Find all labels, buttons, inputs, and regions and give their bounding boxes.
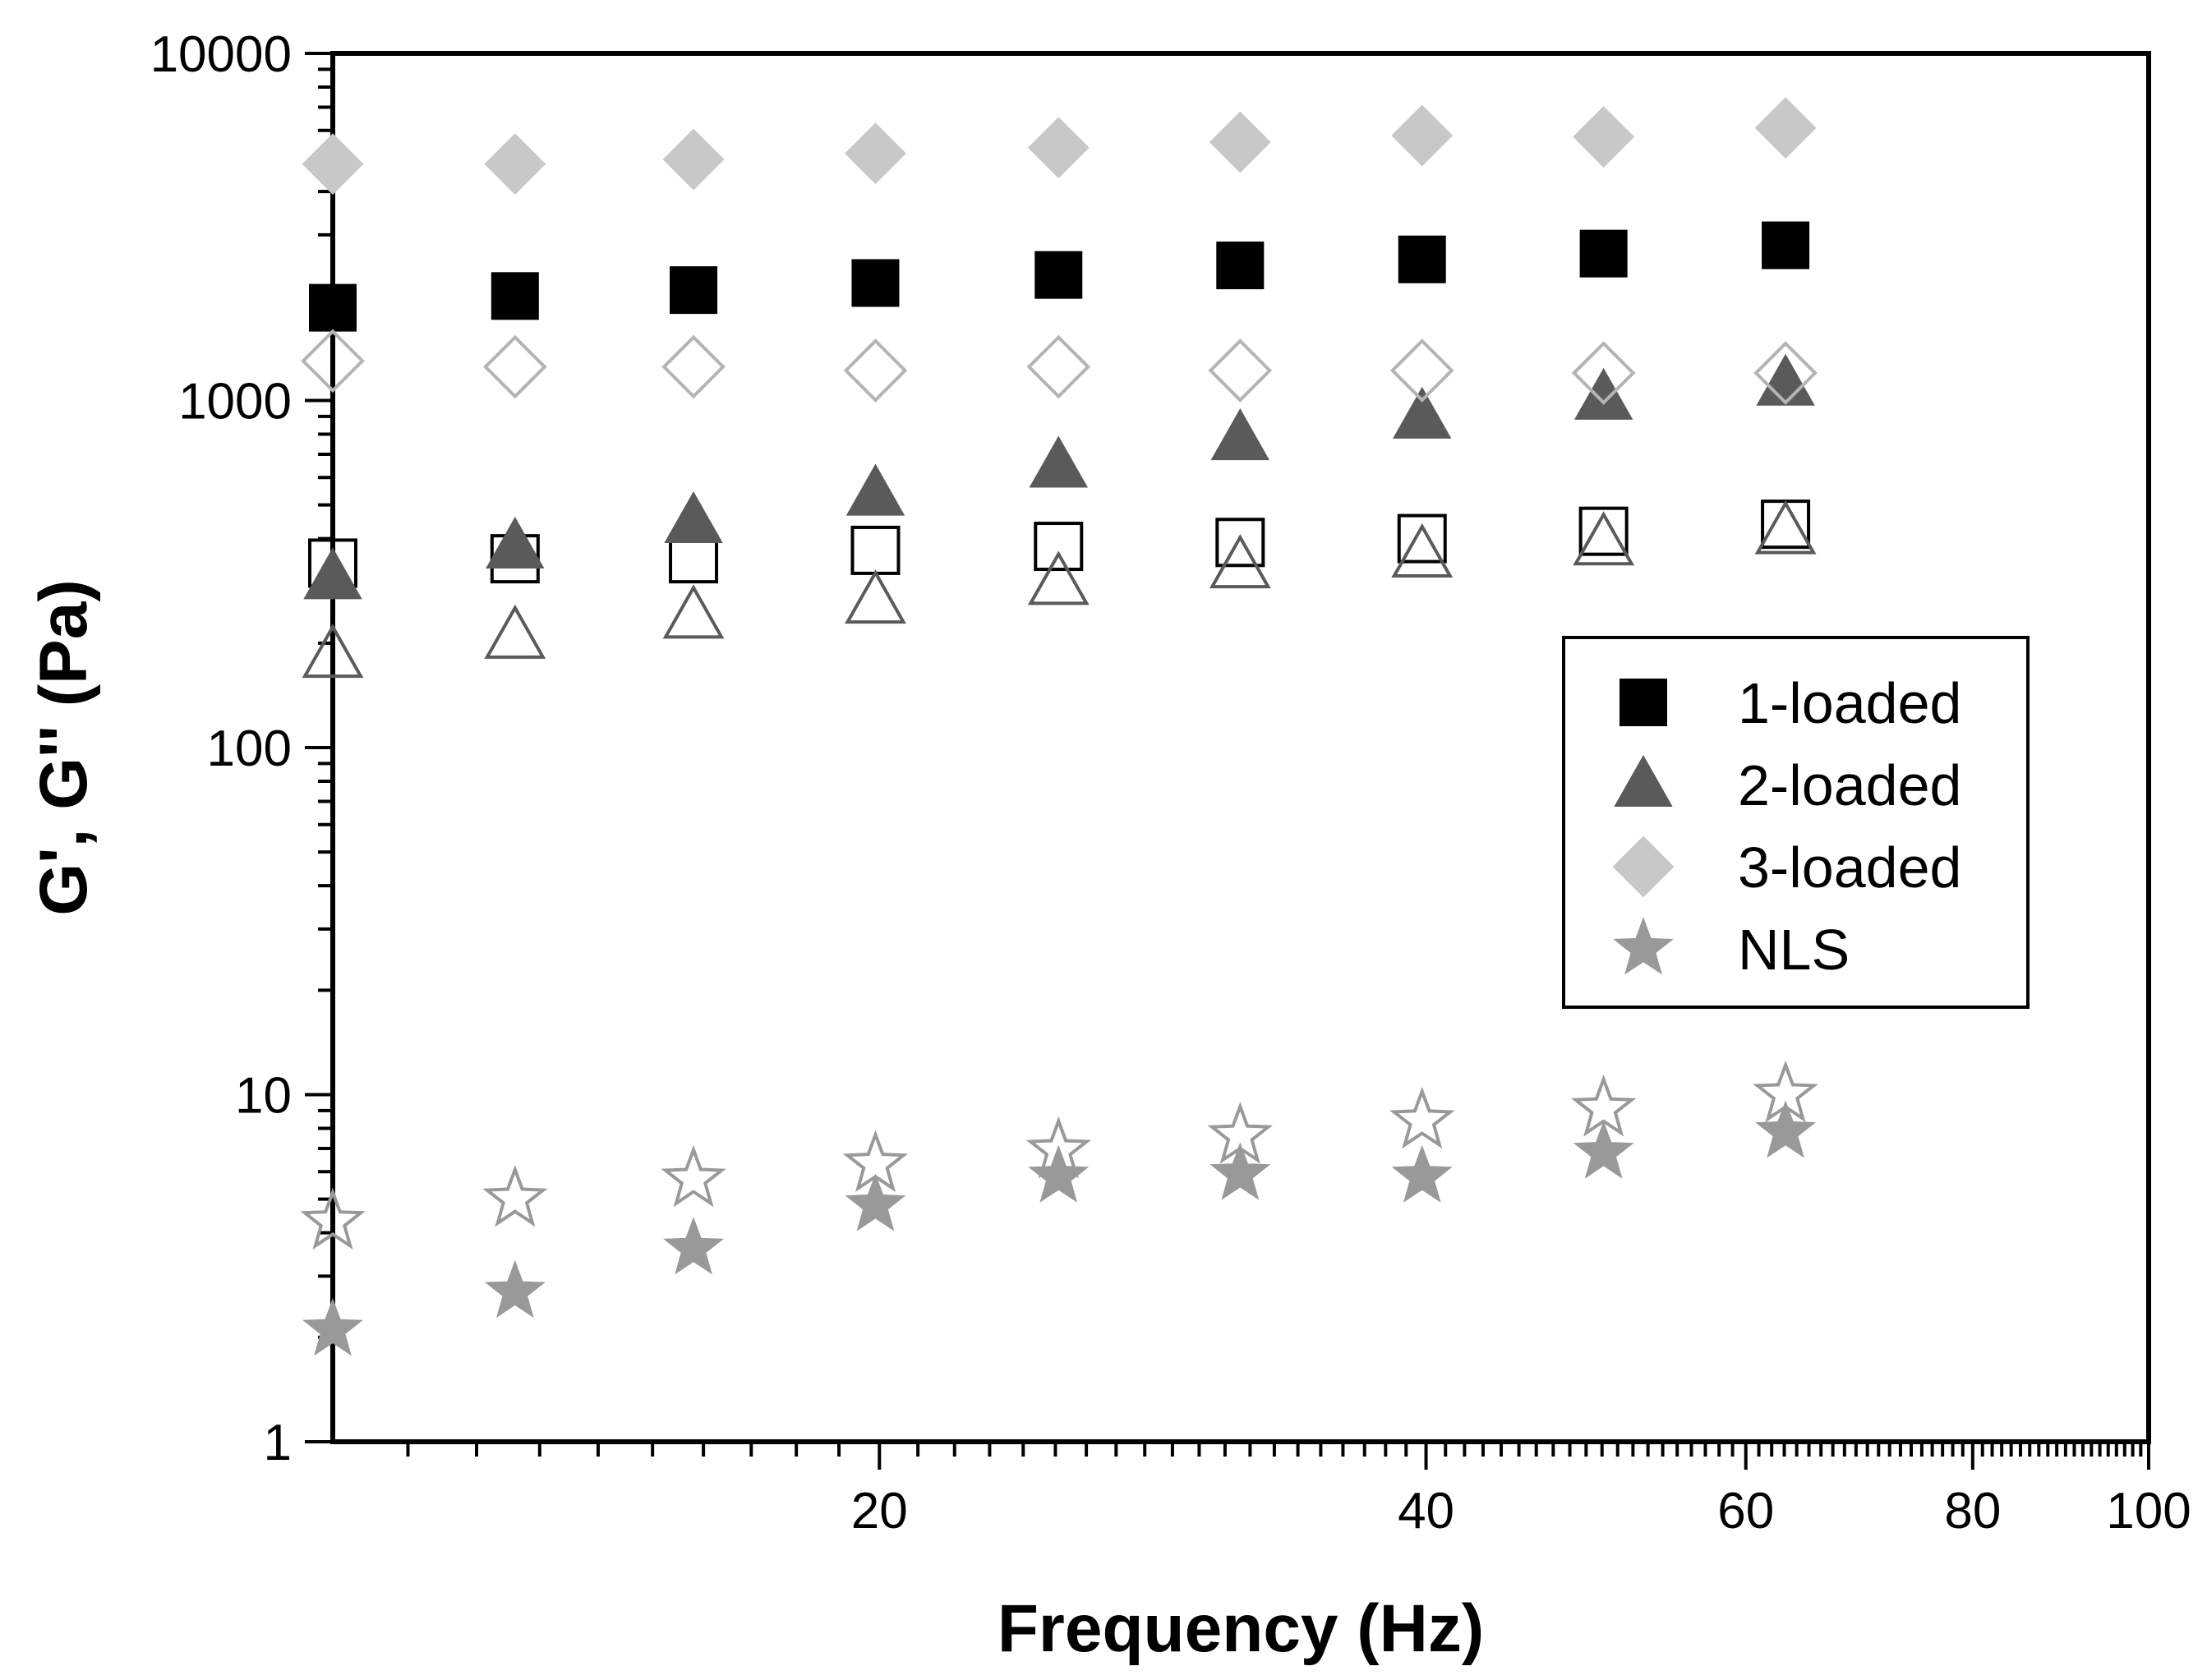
- data-point-star-filled: [1391, 1144, 1453, 1203]
- x-tick-label: 40: [1398, 1483, 1454, 1540]
- x-tick-label: 80: [1944, 1483, 2001, 1540]
- data-point-triangle-open: [1391, 522, 1454, 578]
- data-point-star-open: [1389, 1086, 1455, 1149]
- legend: 1-loaded 2-loaded 3-loaded NLS: [1562, 636, 2030, 1009]
- data-point-square-filled: [670, 266, 718, 315]
- data-marks: [300, 97, 1818, 1356]
- data-point-square-filled: [851, 259, 900, 307]
- data-point-square-open: [1034, 522, 1084, 572]
- data-point-triangle-open: [1209, 534, 1271, 589]
- data-point-star-filled: [1573, 1121, 1634, 1179]
- x-axis-ticks: 20 40 60 80 100: [406, 1442, 2191, 1540]
- data-point-star-filled: [663, 1217, 725, 1275]
- x-tick-label: 100: [2106, 1483, 2191, 1540]
- data-point-diamond-open: [1026, 334, 1091, 399]
- legend-label: 2-loaded: [1738, 753, 1961, 817]
- legend-marker-triangle: [1614, 754, 1673, 807]
- data-point-square-filled: [1762, 221, 1810, 269]
- data-point-star-open: [482, 1164, 548, 1227]
- y-tick-label: 10: [235, 1068, 292, 1125]
- data-point-diamond-open: [1753, 341, 1818, 405]
- data-point-triangle-open: [1027, 550, 1090, 605]
- data-point-star-filled: [1755, 1100, 1817, 1158]
- data-point-triangle-filled: [1210, 408, 1270, 461]
- data-point-star-filled: [302, 1298, 363, 1356]
- data-point-square-filled: [1398, 235, 1446, 283]
- data-point-star-open: [842, 1130, 909, 1193]
- data-point-diamond-filled: [845, 122, 906, 185]
- data-point-diamond-open: [1571, 341, 1636, 405]
- data-point-triangle-filled: [303, 547, 362, 600]
- data-point-square-filled: [491, 272, 539, 320]
- data-point-diamond-open: [1389, 338, 1454, 403]
- legend-marker-star: [1613, 917, 1674, 975]
- legend-label: 1-loaded: [1738, 671, 1961, 735]
- y-tick-label: 1000: [178, 374, 292, 430]
- data-point-diamond-filled: [302, 133, 364, 196]
- data-point-star-open: [1570, 1075, 1637, 1137]
- data-point-triangle-open: [845, 569, 906, 624]
- data-point-star-filled: [484, 1259, 546, 1319]
- data-point-square-filled: [1579, 229, 1628, 278]
- data-point-star-open: [1207, 1102, 1273, 1164]
- data-point-triangle-filled: [1393, 386, 1452, 439]
- data-point-square-open: [1215, 518, 1265, 568]
- data-point-diamond-filled: [1027, 117, 1090, 179]
- data-point-triangle-open: [302, 624, 364, 679]
- data-point-triangle-filled: [486, 517, 545, 569]
- data-point-diamond-filled: [1754, 97, 1817, 159]
- legend-label: 3-loaded: [1738, 835, 1961, 900]
- data-point-triangle-open: [1754, 499, 1817, 555]
- data-point-triangle-filled: [664, 490, 723, 544]
- data-point-star-open: [1025, 1116, 1092, 1179]
- data-point-diamond-open: [1208, 338, 1273, 403]
- data-point-star-filled: [845, 1173, 906, 1231]
- data-point-diamond-filled: [662, 128, 725, 191]
- data-point-diamond-filled: [1391, 104, 1454, 167]
- data-point-triangle-filled: [845, 463, 905, 516]
- data-point-triangle-open: [484, 604, 546, 659]
- data-point-star-open: [300, 1187, 366, 1250]
- x-axis-title: Frequency (Hz): [998, 1591, 1484, 1666]
- data-point-star-filled: [1209, 1142, 1271, 1200]
- y-tick-label: 10000: [150, 26, 292, 83]
- data-point-diamond-filled: [484, 133, 546, 196]
- x-tick-label: 20: [851, 1483, 908, 1540]
- legend-marker-diamond: [1612, 835, 1675, 898]
- data-point-diamond-open: [301, 329, 365, 394]
- y-tick-label: 1: [264, 1415, 292, 1471]
- data-point-diamond-filled: [1573, 106, 1635, 168]
- data-point-square-open: [850, 525, 901, 575]
- data-point-square-filled: [309, 283, 357, 332]
- y-tick-label: 100: [207, 720, 292, 777]
- data-point-star-filled: [1028, 1144, 1090, 1203]
- data-point-star-open: [1753, 1060, 1818, 1123]
- x-tick-label: 60: [1717, 1483, 1774, 1540]
- data-point-square-open: [1578, 506, 1629, 556]
- data-point-diamond-open: [482, 334, 547, 399]
- data-point-diamond-open: [661, 334, 726, 399]
- data-point-triangle-open: [1573, 511, 1635, 566]
- data-point-triangle-open: [662, 584, 725, 639]
- data-point-star-open: [661, 1144, 726, 1208]
- y-axis-ticks: 1 10 100 1000 10000: [150, 26, 333, 1471]
- data-point-square-filled: [1034, 251, 1083, 299]
- data-point-diamond-open: [843, 338, 908, 403]
- legend-label: NLS: [1738, 918, 1850, 982]
- data-point-triangle-filled: [1573, 367, 1633, 420]
- data-point-triangle-filled: [1029, 435, 1088, 488]
- data-point-square-open: [1397, 513, 1447, 564]
- legend-marker-square: [1620, 679, 1667, 726]
- data-point-square-open: [1761, 499, 1811, 550]
- data-point-square-filled: [1216, 242, 1265, 290]
- y-axis-title: G', G'' (Pa): [26, 579, 101, 915]
- data-point-diamond-filled: [1209, 111, 1271, 173]
